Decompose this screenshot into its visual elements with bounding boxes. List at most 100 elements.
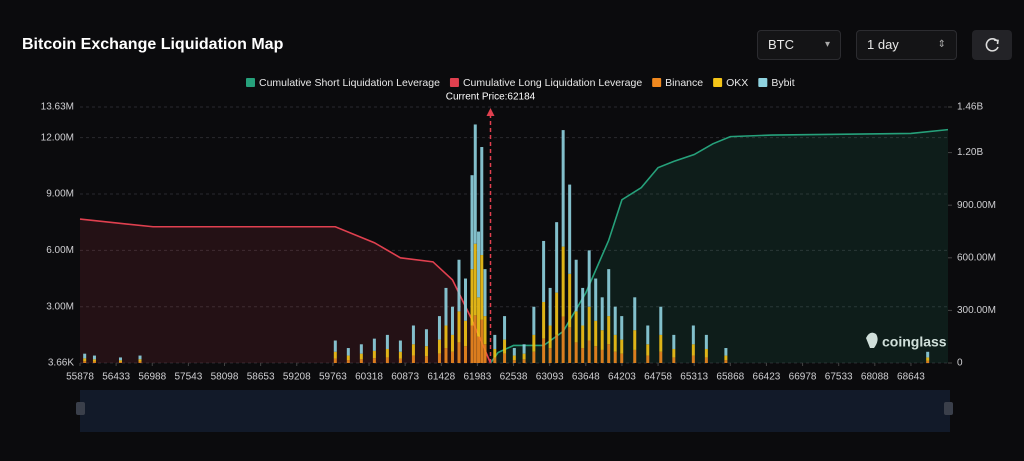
bar <box>503 316 507 340</box>
bar <box>346 360 350 363</box>
bar <box>574 342 578 363</box>
bar <box>457 342 461 363</box>
bar <box>480 255 484 320</box>
bar <box>704 334 708 349</box>
refresh-icon <box>985 38 999 52</box>
bar <box>437 339 441 354</box>
bar <box>724 360 728 363</box>
period-select[interactable]: 1 day ⇕ <box>856 30 957 60</box>
bar <box>457 259 461 312</box>
bar <box>398 358 402 363</box>
legend-label: Binance <box>665 77 703 89</box>
bar <box>607 344 611 363</box>
bar <box>483 344 487 363</box>
bar <box>470 269 474 326</box>
cumulative-line <box>79 218 492 364</box>
bar <box>512 355 516 361</box>
bar <box>587 340 591 363</box>
bar <box>464 278 468 321</box>
bar <box>532 306 536 335</box>
bar <box>620 339 624 354</box>
bar <box>532 351 536 363</box>
bar <box>411 355 415 363</box>
bar <box>587 306 591 341</box>
legend: Cumulative Short Liquidation Leverage Cum… <box>246 77 795 89</box>
bar <box>691 344 695 356</box>
bar <box>659 334 663 352</box>
bar <box>555 292 559 335</box>
chart-title: Bitcoin Exchange Liquidation Map <box>22 36 284 53</box>
symbol-value: BTC <box>768 37 794 52</box>
area-fill <box>80 219 491 363</box>
bar <box>372 350 376 359</box>
bar <box>613 351 617 363</box>
x-tick-label: 66978 <box>789 372 817 383</box>
bar <box>522 344 526 354</box>
bar <box>594 320 598 347</box>
y2-tick-label: 600.00M <box>957 252 996 263</box>
range-slider[interactable] <box>80 390 950 432</box>
bar <box>483 269 487 317</box>
bar <box>411 325 415 345</box>
legend-label: Cumulative Short Liquidation Leverage <box>259 77 440 89</box>
bar <box>83 358 87 362</box>
y2-tick-label: 1.46B <box>957 102 983 113</box>
current-price-label: Current Price:62184 <box>446 92 536 103</box>
y-tick-label: 13.63M <box>41 102 74 113</box>
bar <box>926 357 930 361</box>
bar <box>493 348 497 358</box>
x-tick-label: 56433 <box>102 372 130 383</box>
bar <box>473 124 477 244</box>
x-tick-label: 63648 <box>572 372 600 383</box>
x-tick-label: 64203 <box>608 372 636 383</box>
bar <box>473 243 477 316</box>
refresh-button[interactable] <box>972 30 1012 60</box>
legend-swatch <box>652 78 662 87</box>
bar <box>724 348 728 356</box>
bar <box>607 269 611 317</box>
x-tick-label: 66423 <box>753 372 781 383</box>
x-tick-label: 61983 <box>464 372 492 383</box>
bar <box>444 287 448 326</box>
bar <box>620 316 624 340</box>
bar <box>594 346 598 363</box>
bar <box>483 316 487 345</box>
current-price-arrow <box>486 108 495 116</box>
y-tick-label: 12.00M <box>41 132 74 143</box>
bar <box>633 330 637 350</box>
bar <box>398 340 402 352</box>
bar <box>450 334 454 352</box>
slider-handle[interactable] <box>944 402 953 415</box>
bar <box>464 320 468 347</box>
bar <box>437 316 441 340</box>
slider-handle[interactable] <box>76 402 85 415</box>
bar <box>480 147 484 256</box>
bar <box>372 338 376 351</box>
bar <box>477 336 481 363</box>
bar <box>568 273 572 328</box>
bar <box>398 351 402 359</box>
bar <box>568 327 572 363</box>
period-value: 1 day <box>867 37 899 52</box>
x-tick-label: 60873 <box>391 372 419 383</box>
x-tick-label: 62538 <box>500 372 528 383</box>
watermark: coinglass <box>882 334 947 350</box>
legend-label: Bybit <box>771 77 794 89</box>
y-tick-label: 3.66K <box>48 358 74 369</box>
bar <box>594 278 598 321</box>
bar <box>424 356 428 363</box>
symbol-select[interactable]: BTC ▾ <box>757 30 841 60</box>
bar <box>512 360 516 363</box>
bar <box>444 325 448 349</box>
legend-swatch <box>758 78 768 87</box>
bar <box>493 334 497 349</box>
bar <box>620 353 624 363</box>
bar <box>470 325 474 363</box>
bar <box>542 338 546 363</box>
bar <box>659 351 663 363</box>
bar <box>83 361 87 363</box>
bar <box>512 348 516 356</box>
bar <box>83 353 87 359</box>
bar <box>691 325 695 345</box>
x-tick-label: 65313 <box>680 372 708 383</box>
